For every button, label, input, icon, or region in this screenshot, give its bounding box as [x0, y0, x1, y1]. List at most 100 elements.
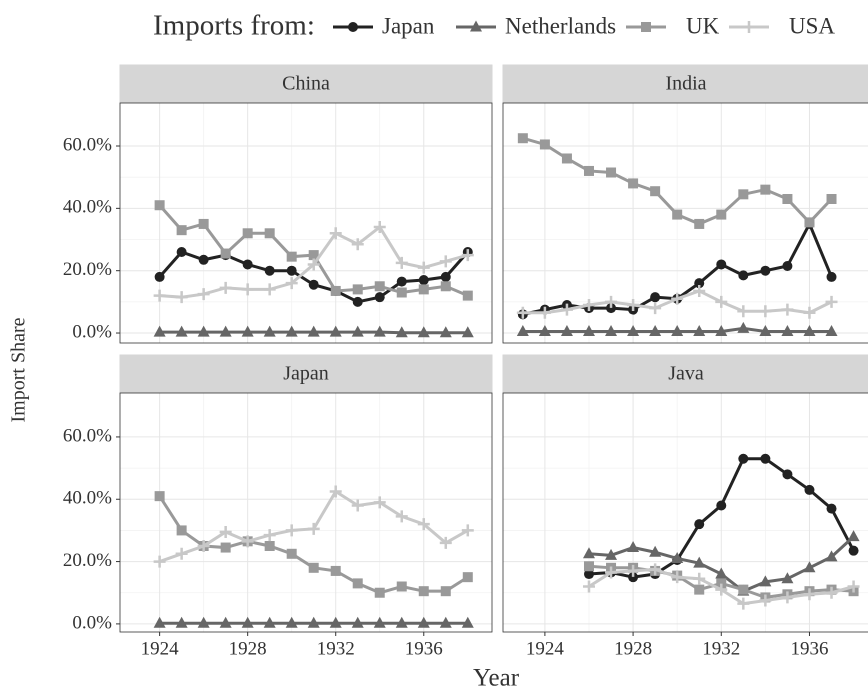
- point: [307, 325, 320, 337]
- point: [351, 238, 364, 251]
- point: [440, 271, 451, 282]
- panel-content: [120, 393, 492, 632]
- point: [759, 305, 772, 318]
- point: [826, 503, 837, 514]
- point: [650, 292, 661, 303]
- facet-title: China: [282, 73, 330, 95]
- point: [264, 228, 275, 239]
- point: [803, 561, 816, 573]
- point: [538, 306, 551, 319]
- point: [175, 616, 188, 628]
- point: [153, 289, 166, 302]
- point: [461, 326, 474, 338]
- point: [715, 295, 728, 308]
- point: [759, 324, 772, 336]
- point: [308, 279, 319, 290]
- panel-border: [502, 102, 868, 344]
- point: [418, 275, 429, 286]
- point: [439, 616, 452, 628]
- legend-label: Netherlands: [505, 13, 616, 38]
- point: [825, 324, 838, 336]
- point: [649, 302, 662, 315]
- y-axis-label: Import Share: [8, 317, 30, 422]
- y-tick-label: 20.0%: [63, 259, 112, 280]
- point: [715, 324, 728, 336]
- point: [175, 547, 188, 560]
- point: [781, 324, 794, 336]
- point: [517, 133, 528, 144]
- facet-title: India: [665, 73, 706, 95]
- point: [176, 525, 187, 536]
- point: [439, 326, 452, 338]
- x-tick-label: 1928: [614, 638, 652, 659]
- point: [307, 258, 320, 271]
- point: [329, 485, 342, 498]
- point: [539, 139, 550, 150]
- point: [627, 324, 640, 336]
- point: [440, 281, 451, 292]
- point: [263, 325, 276, 337]
- point: [351, 325, 364, 337]
- point: [330, 565, 341, 576]
- point: [583, 165, 594, 176]
- point: [285, 616, 298, 628]
- point: [605, 548, 618, 560]
- point: [330, 285, 341, 296]
- point: [242, 259, 253, 270]
- point: [716, 500, 727, 511]
- point: [198, 254, 209, 265]
- point: [285, 277, 298, 290]
- point: [694, 218, 705, 229]
- point: [439, 536, 452, 549]
- point: [396, 276, 407, 287]
- point: [461, 249, 474, 262]
- point: [694, 584, 705, 595]
- point: [396, 581, 407, 592]
- point: [439, 255, 452, 268]
- point: [417, 261, 430, 274]
- point: [737, 321, 750, 333]
- point: [462, 572, 473, 583]
- panel-content: [503, 103, 868, 343]
- point: [671, 551, 684, 563]
- point: [825, 550, 838, 562]
- facet-title: Japan: [283, 363, 329, 385]
- y-tick-label: 60.0%: [63, 134, 112, 155]
- point: [738, 584, 749, 595]
- point: [583, 569, 594, 580]
- point: [197, 539, 210, 552]
- point: [538, 324, 551, 336]
- point: [848, 545, 859, 556]
- point: [329, 227, 342, 240]
- point: [847, 580, 860, 593]
- y-tick-label: 0.0%: [72, 321, 112, 342]
- point: [154, 271, 165, 282]
- point: [560, 324, 573, 336]
- point: [286, 251, 297, 262]
- legend-marker: [470, 20, 482, 32]
- point: [175, 291, 188, 304]
- point: [197, 325, 210, 337]
- point: [781, 572, 794, 584]
- point: [516, 324, 529, 336]
- point: [782, 469, 793, 480]
- point: [286, 265, 297, 276]
- point: [582, 547, 595, 559]
- point: [154, 200, 165, 211]
- point: [693, 572, 706, 585]
- point: [628, 572, 639, 583]
- point: [650, 186, 661, 197]
- point: [264, 265, 275, 276]
- point: [395, 256, 408, 269]
- legend-title: Imports from:: [153, 10, 315, 42]
- point: [516, 306, 529, 319]
- y-tick-label: 40.0%: [63, 197, 112, 218]
- point: [582, 324, 595, 336]
- point: [781, 303, 794, 316]
- point: [715, 583, 728, 596]
- point: [716, 259, 727, 270]
- point: [197, 616, 210, 628]
- point: [241, 616, 254, 628]
- x-tick-label: 1924: [141, 638, 180, 659]
- point: [352, 284, 363, 295]
